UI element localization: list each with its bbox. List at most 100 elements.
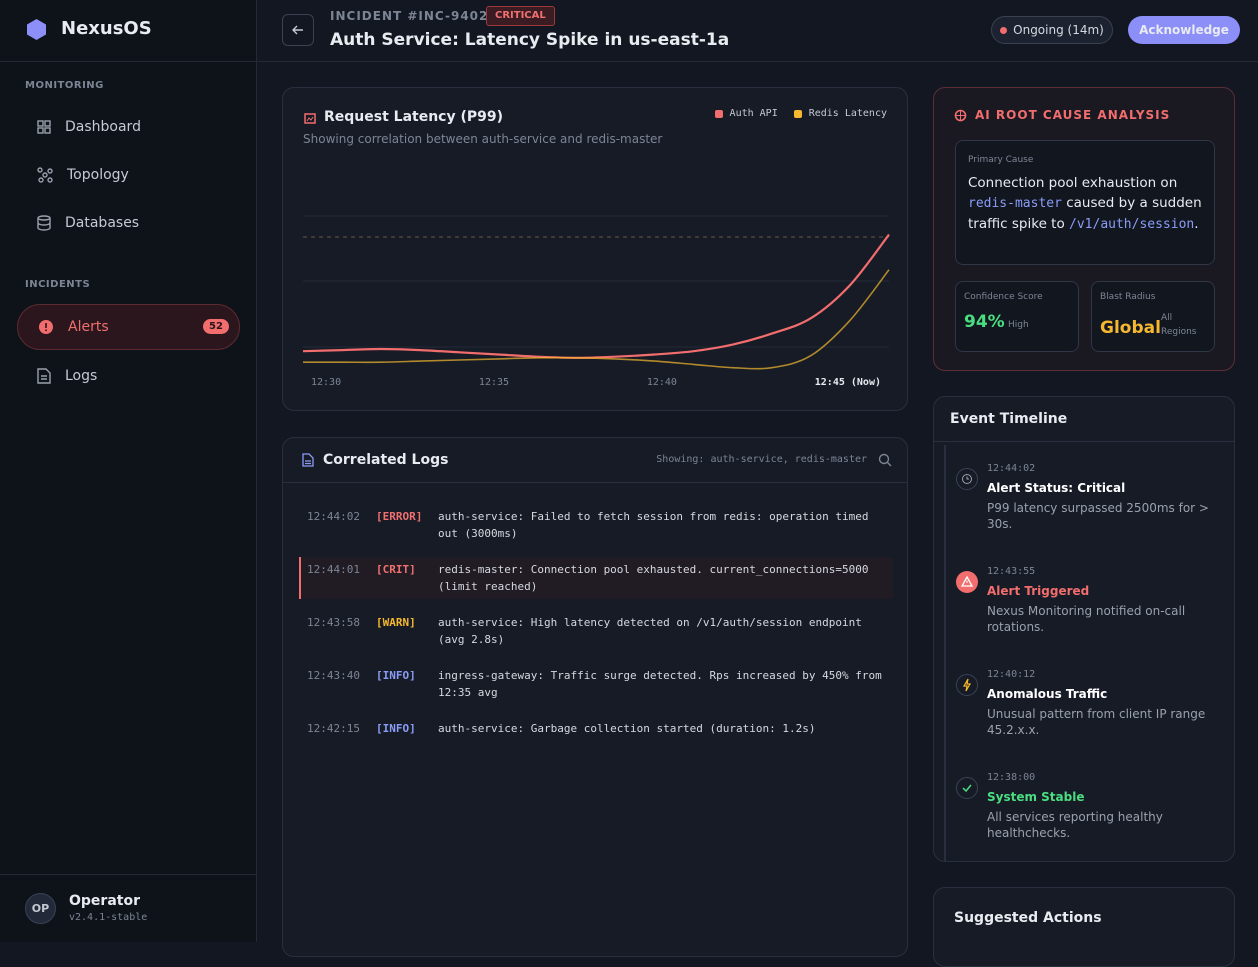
event-description: All services reporting healthy healthche… — [987, 810, 1163, 840]
log-row: 12:43:58 [WARN] auth-service: High latency… — [299, 610, 893, 652]
legend-label: Auth API — [729, 108, 778, 119]
legend-item: Auth API — [714, 108, 778, 119]
divider — [0, 61, 256, 62]
logs-card: Correlated Logs Showing: auth-service, r… — [282, 437, 908, 957]
log-row: 12:44:01 [CRIT] redis-master: Connection p… — [299, 557, 893, 599]
stat-qualifier: High — [1008, 320, 1029, 330]
x-tick-label: 12:30 — [311, 377, 342, 388]
event-time: 12:43:55 — [987, 566, 1036, 577]
log-row: 12:43:40 [INFO] ingress-gateway: Traffic s… — [299, 663, 893, 705]
cause-text: Connection pool exhaustion on redis-mast… — [968, 173, 1203, 235]
icon — [37, 167, 53, 183]
log-row: 12:42:15 [INFO] auth-service: Garbage coll… — [299, 716, 893, 741]
icon — [37, 120, 51, 134]
avatar: OP — [25, 893, 56, 924]
blast-radius: Blast Radius Global All Regions — [1091, 281, 1215, 352]
search-icon[interactable] — [878, 453, 892, 467]
version: v2.4.1-stable — [69, 912, 148, 923]
icon — [954, 109, 967, 122]
section-title: MONITORING — [25, 80, 104, 91]
event-title: Alert Triggered — [987, 584, 1090, 598]
nav-label: Topology — [67, 167, 129, 183]
log-level: [WARN] — [376, 616, 416, 629]
stat-value: Global — [1100, 318, 1161, 338]
timeline-title: Event Timeline — [950, 411, 1068, 427]
text: . — [1194, 216, 1199, 232]
x-tick-label: 12:40 — [646, 377, 677, 388]
section-title: INCIDENTS — [25, 279, 91, 290]
incident-title: Auth Service: Latency Spike in us-east-1… — [330, 30, 730, 50]
chart-subtitle: Showing correlation between auth-service… — [303, 132, 663, 146]
stat-qualifier: All Regions — [1161, 313, 1197, 337]
nav-label: Logs — [65, 368, 98, 384]
logs-title: Correlated Logs — [323, 452, 449, 468]
timeline-card: Event Timeline 12:44:02 Alert Status: Cri… — [933, 396, 1235, 862]
series-line — [303, 269, 890, 370]
legend-label: Redis Latency — [808, 108, 887, 119]
text: Connection pool exhaustion on — [968, 175, 1178, 191]
series-line — [302, 233, 890, 359]
confidence: Confidence Score 94% High — [955, 281, 1079, 352]
icon — [304, 113, 316, 124]
event-description: P99 latency surpassed 2500ms for > 30s. — [987, 501, 1209, 531]
brand-icon — [27, 19, 46, 40]
event-title: System Stable — [987, 790, 1085, 804]
log-time: 12:44:01 — [307, 563, 360, 576]
log-time: 12:42:15 — [307, 722, 360, 735]
log-filter: Showing: auth-service, redis-master — [656, 454, 867, 465]
event-icon — [956, 571, 978, 593]
badge: 52 — [203, 319, 229, 334]
divider — [0, 874, 256, 875]
icon — [302, 453, 314, 467]
nav-item[interactable]: Dashboard — [17, 104, 240, 150]
grid — [303, 215, 889, 348]
log-level: [INFO] — [376, 722, 416, 735]
timeline-rail — [944, 445, 946, 861]
log-time: 12:43:58 — [307, 616, 360, 629]
status-dot — [1000, 26, 1008, 34]
acknowledge-button[interactable]: Acknowledge — [1128, 16, 1240, 44]
cause-label: Primary Cause — [968, 155, 1034, 165]
chart-title: Request Latency (P99) — [324, 109, 504, 125]
stat-label: Blast Radius — [1100, 292, 1156, 302]
suggested-card: Suggested Actions — [933, 887, 1235, 967]
icon — [37, 215, 51, 231]
event-title: Anomalous Traffic — [987, 687, 1108, 701]
nav-item[interactable]: Topology — [17, 152, 240, 198]
legend-swatch — [793, 109, 802, 118]
header: INCIDENT #INC-9402 CRITICAL Auth Service… — [257, 0, 1258, 62]
code: /v1/auth/session — [1069, 217, 1195, 232]
icon — [37, 368, 51, 384]
nav-item-active[interactable]: Alerts 52 — [17, 304, 240, 350]
incident-id: INCIDENT #INC-9402 — [330, 9, 489, 23]
icon — [292, 25, 303, 35]
severity-badge: CRITICAL — [486, 6, 555, 26]
x-tick-label: 12:45 (Now) — [814, 377, 881, 388]
x-tick-label: 12:35 — [478, 377, 510, 388]
log-row: 12:44:02 [ERROR] auth-service: Failed to f… — [299, 504, 893, 546]
log-message: auth-service: Garbage collection started… — [438, 722, 816, 735]
event-icon — [956, 468, 978, 490]
nav-label: Alerts — [68, 319, 109, 335]
plot — [302, 215, 890, 370]
user-name: Operator — [69, 893, 140, 909]
nav-label: Dashboard — [65, 119, 141, 135]
x-axis: 12:30 12:35 12:40 12:45 (Now) — [311, 377, 881, 388]
nav-item[interactable]: Logs — [17, 353, 240, 399]
event-icon — [956, 674, 978, 696]
icon — [39, 320, 53, 334]
log-message: auth-service: Failed to fetch session fr… — [438, 510, 869, 540]
log-level: [INFO] — [376, 669, 416, 682]
event-time: 12:40:12 — [987, 669, 1036, 680]
rca-title: AI ROOT CAUSE ANALYSIS — [975, 108, 1171, 122]
code: redis-master — [968, 196, 1062, 211]
nav-label: Databases — [65, 215, 140, 231]
nav-item[interactable]: Databases — [17, 200, 240, 246]
status: Ongoing (14m) — [1013, 23, 1104, 37]
legend-swatch — [714, 109, 723, 118]
status-pill: Ongoing (14m) — [991, 16, 1113, 44]
back-button[interactable] — [282, 14, 314, 46]
legend-item: Redis Latency — [793, 108, 887, 119]
